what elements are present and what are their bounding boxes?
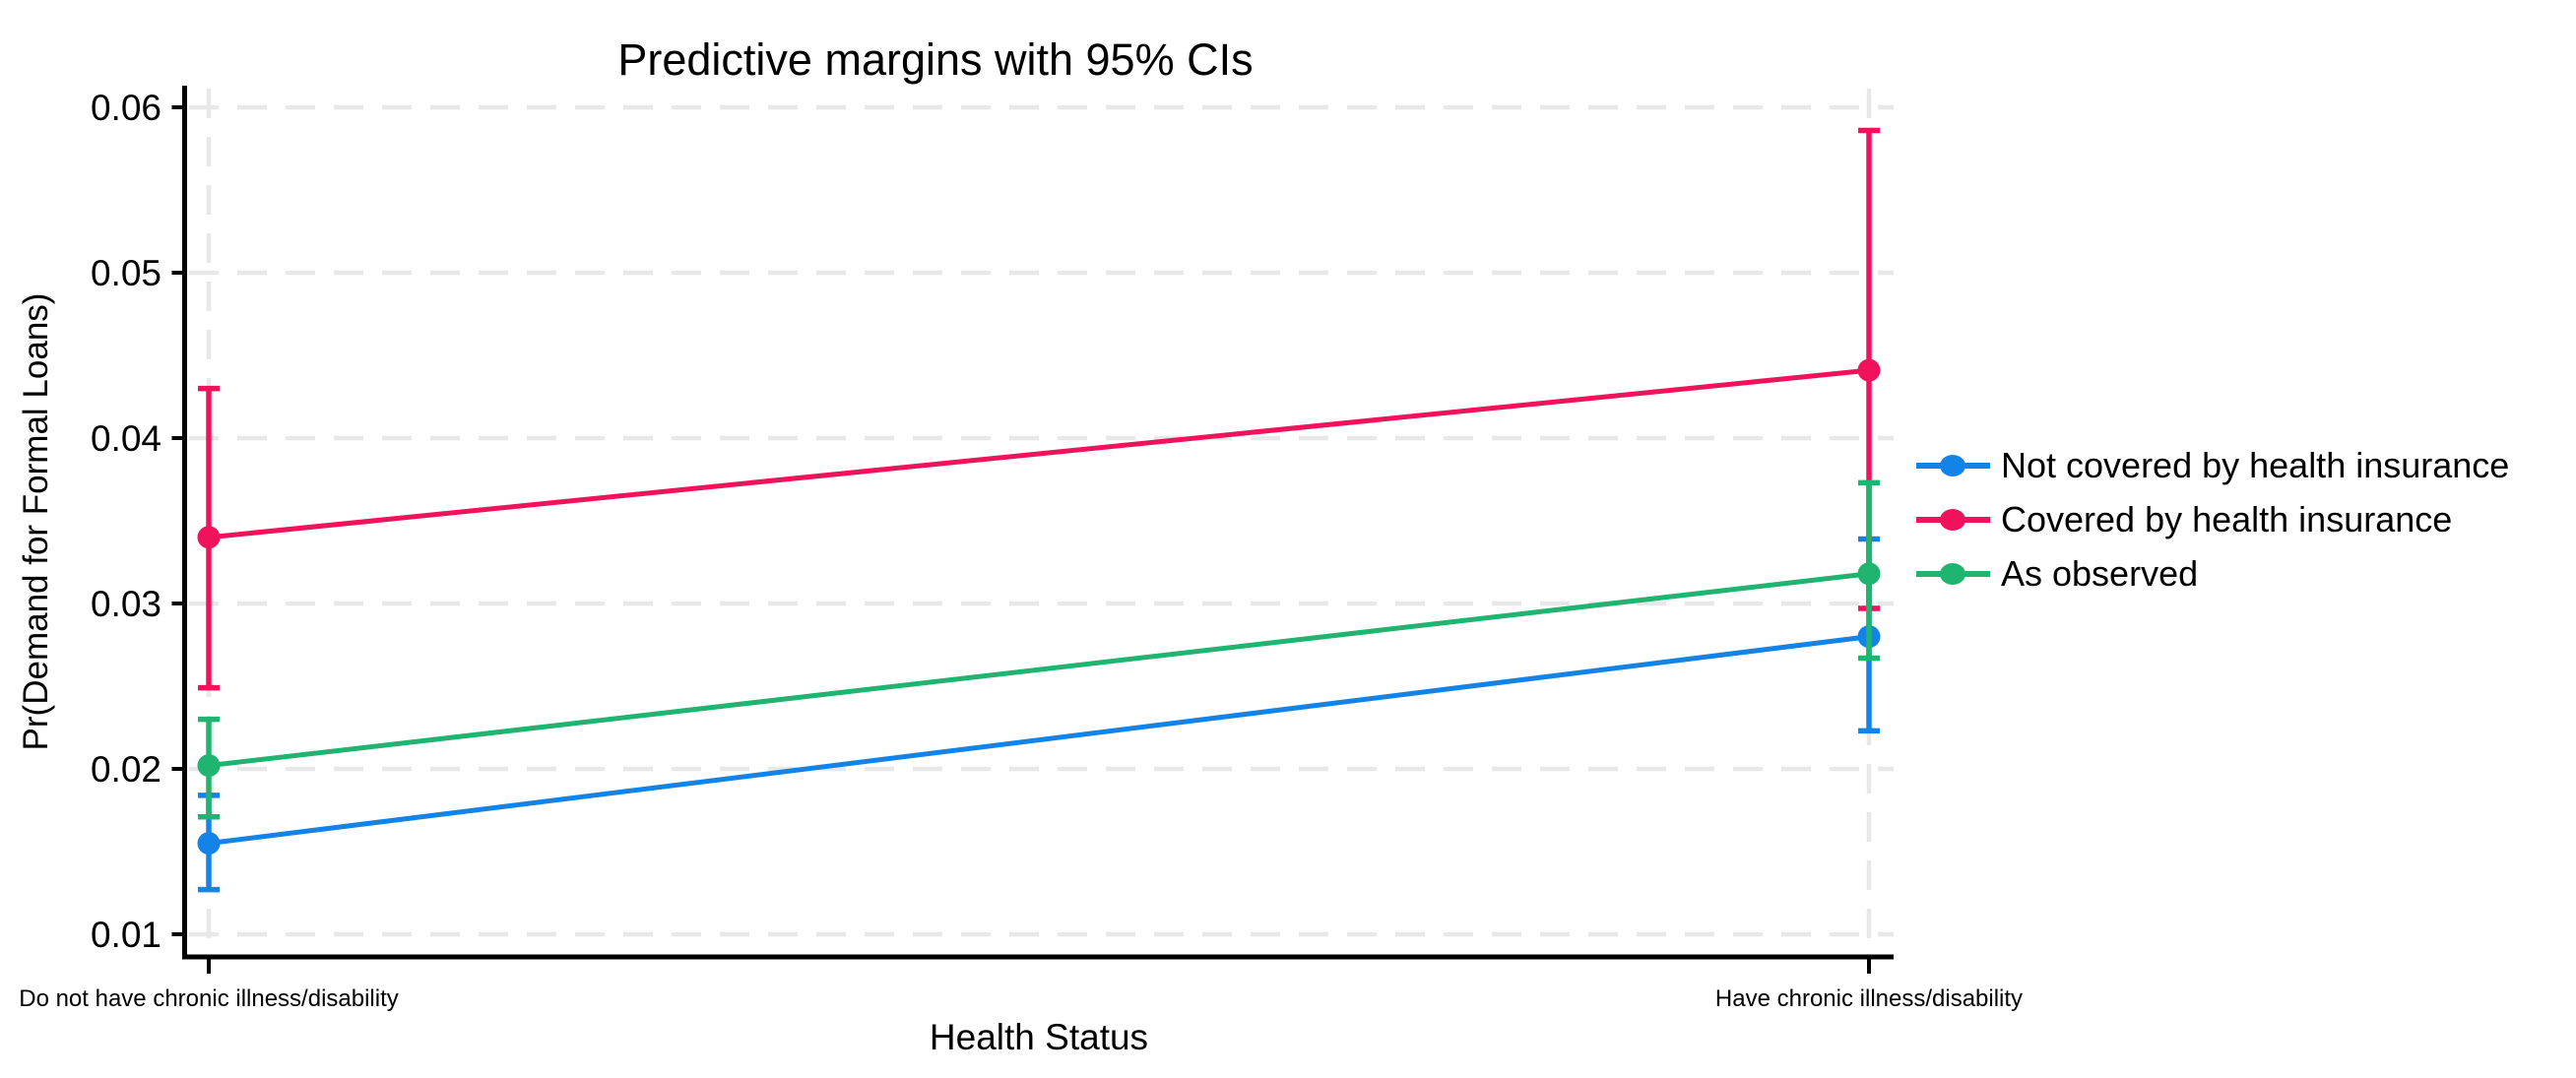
legend-marker [1940,509,1965,531]
series-line [208,571,1870,769]
x-axis-title: Health Status [930,1017,1148,1057]
x-tick-label: Do not have chronic illness/disability [19,985,399,1012]
legend-entry: As observed [1916,553,2198,594]
series-covered-by-health-insurance [197,127,1881,691]
series-as-observed [197,479,1881,820]
data-point-marker [1857,562,1881,586]
y-tick-label: 0.02 [91,749,161,790]
legend: Not covered by health insurance Covered b… [1916,445,2509,594]
y-tick-label: 0.03 [91,584,161,624]
legend-label: Covered by health insurance [2001,499,2452,539]
x-axis-ticks: Do not have chronic illness/disability Ha… [19,957,2023,1012]
series-line [208,634,1870,847]
series-line [208,367,1870,540]
legend-label: Not covered by health insurance [2001,445,2509,485]
x-tick-label: Have chronic illness/disability [1715,985,2023,1012]
data-point-marker [1857,358,1881,382]
chart-title: Predictive margins with 95% CIs [617,34,1253,85]
series-not-covered-by-health-insurance [197,536,1881,893]
y-axis-ticks: 0.01 0.02 0.03 0.04 0.05 0.06 [91,88,185,955]
y-tick-label: 0.05 [91,253,161,293]
legend-marker [1940,455,1965,476]
gridlines [189,89,1894,956]
y-axis-title: Pr(Demand for Formal Loans) [17,293,55,751]
legend-entry: Covered by health insurance [1916,499,2452,539]
data-point-marker [197,754,221,778]
data-point-marker [197,832,221,856]
series-layer [197,127,1881,893]
data-point-marker [197,526,221,549]
legend-label: As observed [2001,553,2198,594]
legend-entry: Not covered by health insurance [1916,445,2509,485]
y-tick-label: 0.04 [91,418,161,459]
legend-marker [1940,563,1965,585]
y-tick-label: 0.06 [91,88,161,128]
y-tick-label: 0.01 [91,915,161,955]
